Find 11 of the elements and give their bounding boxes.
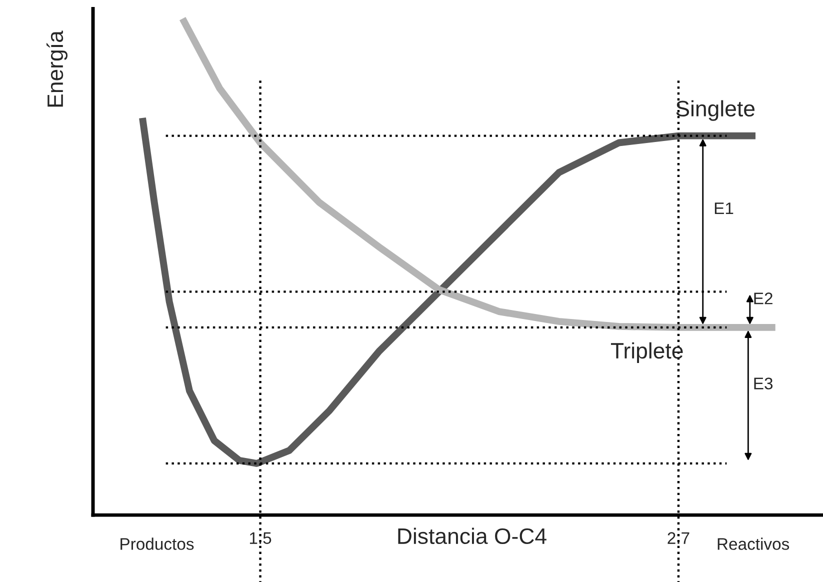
x-axis-title: Distancia O-C4 xyxy=(398,528,546,544)
x-tick-label: 1.5 xyxy=(250,532,272,544)
y-axis-title: Energía xyxy=(46,30,68,107)
x-tick-label: 2.7 xyxy=(668,532,690,544)
annotation: E1 xyxy=(714,202,734,214)
series-label: Triplete xyxy=(610,342,683,364)
text: Productos xyxy=(120,538,194,550)
text: Reactivos xyxy=(718,538,790,550)
annotation: E3 xyxy=(754,378,773,390)
series-label: Singlete xyxy=(676,100,755,121)
annotation: E2 xyxy=(754,292,772,304)
